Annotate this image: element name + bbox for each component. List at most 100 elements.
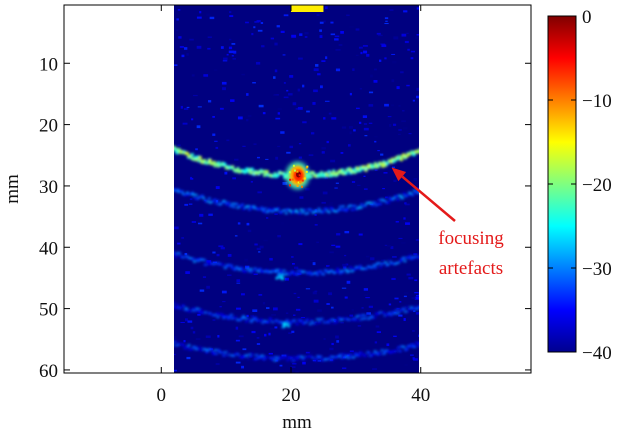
arc-cell xyxy=(248,171,252,175)
noise-cell xyxy=(336,233,341,236)
arc-cell xyxy=(176,188,180,191)
arc-cell xyxy=(398,350,402,353)
arc-cell xyxy=(196,307,200,310)
arc-cell xyxy=(319,270,323,273)
arc-cell xyxy=(181,192,185,195)
arc-cell xyxy=(184,194,188,197)
arc-cell xyxy=(322,359,326,362)
arc-cell xyxy=(211,200,215,203)
noise-cell xyxy=(257,191,262,194)
noise-cell xyxy=(246,222,250,226)
noise-cell xyxy=(177,9,181,11)
focal-speckle xyxy=(305,166,308,169)
arc-cell xyxy=(355,169,359,173)
noise-cell xyxy=(363,188,368,190)
arc-cell xyxy=(317,173,321,177)
noise-cell xyxy=(355,28,360,31)
arc-cell xyxy=(223,266,227,269)
arc-cell xyxy=(336,320,340,323)
arc-cell xyxy=(234,316,238,319)
noise-cell xyxy=(275,117,281,120)
heatmap-background xyxy=(174,5,419,373)
noise-cell xyxy=(330,159,336,163)
arc-cell xyxy=(326,174,330,178)
noise-cell xyxy=(411,297,416,300)
arc-cell xyxy=(373,266,377,269)
arc-cell xyxy=(224,203,228,206)
arc-cell xyxy=(376,203,380,206)
noise-cell xyxy=(374,341,378,344)
y-tick-label: 60 xyxy=(39,361,58,382)
arc-cell xyxy=(391,198,395,201)
arc-cell xyxy=(244,320,248,323)
noise-cell xyxy=(235,339,240,342)
arc-cell xyxy=(400,258,404,261)
noise-cell xyxy=(341,126,347,129)
arc-cell xyxy=(384,163,388,167)
arc-cell xyxy=(417,306,419,309)
arc-cell xyxy=(191,193,195,196)
noise-cell xyxy=(413,253,418,256)
arc-cell xyxy=(346,271,350,274)
arc-cell xyxy=(188,192,192,195)
arc-cell xyxy=(246,357,250,360)
arc-cell xyxy=(221,201,225,204)
arc-cell xyxy=(279,271,283,274)
noise-cell xyxy=(287,262,290,265)
noise-cell xyxy=(271,314,277,316)
arc-cell xyxy=(256,357,260,360)
annotation-arrow xyxy=(401,175,456,222)
arc-cell xyxy=(278,320,282,323)
noise-cell xyxy=(254,243,258,246)
arc-cell xyxy=(174,147,177,151)
noise-cell xyxy=(340,30,344,34)
arc-cell xyxy=(376,262,380,265)
noise-cell xyxy=(321,151,325,154)
arc-cell xyxy=(263,207,267,210)
noise-cell xyxy=(368,104,374,107)
arc-cell xyxy=(402,192,406,195)
noise-cell xyxy=(304,36,308,38)
noise-cell xyxy=(393,36,399,40)
noise-cell xyxy=(305,351,311,354)
noise-cell xyxy=(368,91,374,94)
noise-cell xyxy=(409,342,414,345)
arc-cell xyxy=(301,322,305,325)
arc-cell xyxy=(402,256,406,259)
noise-cell xyxy=(207,36,212,38)
arc-cell xyxy=(358,314,362,317)
noise-cell xyxy=(377,34,383,37)
arc-cell xyxy=(386,263,390,266)
arc-cell xyxy=(345,208,349,211)
noise-cell xyxy=(347,144,351,147)
arc-cell xyxy=(388,312,392,315)
noise-cell xyxy=(255,61,261,65)
arc-cell xyxy=(392,197,396,200)
noise-cell xyxy=(193,94,198,97)
arc-cell xyxy=(396,312,400,315)
noise-cell xyxy=(175,29,179,32)
focal-speckle xyxy=(288,171,291,174)
arc-cell xyxy=(203,159,207,163)
noise-cell xyxy=(206,13,211,17)
noise-cell xyxy=(324,6,328,10)
arc-cell xyxy=(258,319,262,322)
arc-cell xyxy=(357,319,361,322)
noise-cell xyxy=(246,93,249,96)
arc-cell xyxy=(262,173,266,177)
arc-cell xyxy=(207,262,211,265)
arc-cell xyxy=(220,351,224,354)
arc-cell xyxy=(197,196,201,199)
arc-cell xyxy=(248,319,252,322)
noise-cell xyxy=(215,186,220,190)
arc-cell xyxy=(376,353,380,356)
arc-cell xyxy=(327,211,331,214)
arc-cell xyxy=(354,354,358,357)
noise-cell xyxy=(314,290,318,292)
arc-cell xyxy=(283,175,287,179)
arc-cell xyxy=(389,261,393,264)
arc-cell xyxy=(383,199,387,202)
noise-cell xyxy=(396,307,400,310)
arc-cell xyxy=(412,257,416,260)
arc-cell xyxy=(328,269,332,272)
